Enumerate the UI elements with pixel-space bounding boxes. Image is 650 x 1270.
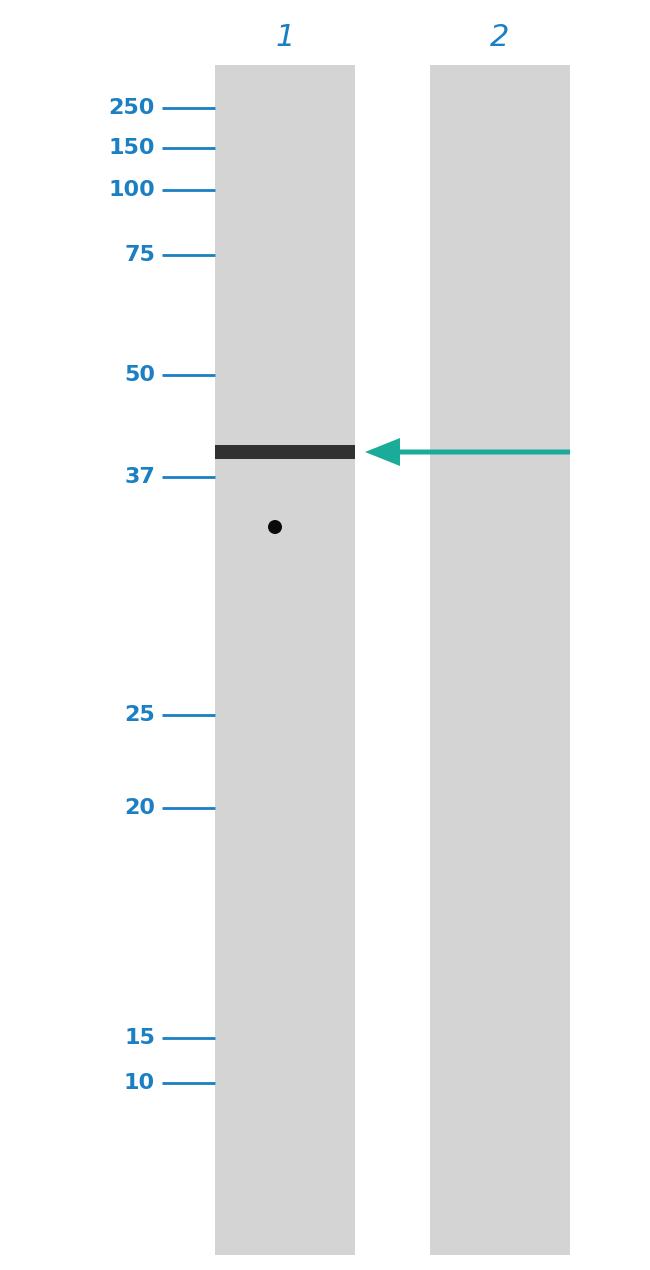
Text: 15: 15: [124, 1027, 155, 1048]
Bar: [215, 65, 355, 1255]
Text: 10: 10: [124, 1073, 155, 1093]
Text: 250: 250: [109, 98, 155, 118]
Text: 1: 1: [276, 24, 294, 52]
Text: 150: 150: [109, 138, 155, 157]
Text: 20: 20: [124, 798, 155, 818]
Circle shape: [268, 519, 282, 533]
Bar: [430, 65, 570, 1255]
Text: 37: 37: [124, 467, 155, 486]
Text: 25: 25: [124, 705, 155, 725]
Text: 50: 50: [124, 364, 155, 385]
FancyArrow shape: [365, 438, 570, 466]
Bar: [215, 444, 355, 458]
Text: 75: 75: [124, 245, 155, 265]
Text: 100: 100: [109, 180, 155, 199]
Text: 2: 2: [490, 24, 510, 52]
